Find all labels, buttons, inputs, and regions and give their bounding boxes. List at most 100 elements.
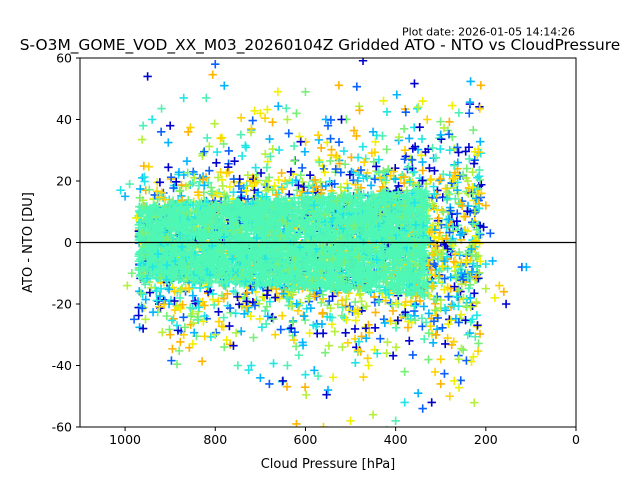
data-point (470, 398, 479, 407)
data-point (169, 183, 178, 193)
data-point (186, 311, 196, 321)
data-point (446, 272, 455, 282)
data-point (391, 174, 400, 184)
data-point (374, 297, 384, 306)
data-point (442, 194, 452, 203)
data-point (387, 300, 397, 309)
data-point (409, 167, 419, 177)
data-point (379, 96, 388, 106)
data-point (433, 313, 442, 323)
data-point (341, 328, 350, 338)
data-point (408, 350, 418, 360)
data-point (468, 167, 477, 177)
data-point (440, 274, 449, 283)
data-point (453, 209, 462, 218)
data-point (371, 137, 380, 147)
data-point (214, 317, 224, 326)
data-point (405, 336, 414, 345)
data-point (415, 122, 424, 132)
data-point (341, 295, 351, 304)
data-point (200, 332, 209, 341)
data-point (465, 109, 474, 118)
data-point (383, 338, 392, 347)
data-point (315, 157, 324, 167)
data-point (337, 311, 347, 320)
data-point (316, 298, 326, 307)
data-point (359, 173, 368, 183)
data-point (363, 168, 372, 178)
data-point (386, 171, 395, 180)
data-point (408, 144, 418, 153)
data-point (274, 145, 284, 155)
data-point (136, 184, 145, 194)
data-point (318, 290, 327, 300)
data-point (250, 106, 259, 115)
data-point (156, 284, 166, 294)
data-point (473, 321, 482, 330)
data-point (310, 175, 320, 185)
data-points-layer (116, 58, 531, 427)
plot-date: Plot date: 2026-01-05 14:14:26 (402, 26, 575, 39)
data-point (219, 139, 228, 149)
data-point (381, 176, 391, 185)
data-point (379, 315, 389, 324)
data-point (265, 297, 275, 306)
data-point (168, 344, 177, 354)
data-point (350, 324, 360, 334)
data-point (439, 123, 449, 133)
data-point (172, 359, 182, 369)
data-point (418, 176, 427, 185)
data-point (265, 134, 274, 144)
data-point (175, 186, 185, 195)
data-point (410, 79, 419, 88)
data-point (432, 325, 442, 334)
data-point (222, 191, 231, 201)
data-point (343, 183, 353, 193)
data-point (291, 342, 301, 351)
data-point (431, 299, 440, 308)
data-point (186, 123, 195, 132)
data-point (263, 312, 272, 321)
data-point (417, 314, 427, 323)
data-point (231, 328, 241, 338)
data-point (317, 143, 326, 153)
data-point (474, 147, 483, 157)
data-point (243, 170, 252, 180)
data-point (296, 170, 305, 180)
data-point (473, 173, 482, 182)
data-point (322, 390, 331, 399)
data-point (249, 333, 258, 342)
data-point (443, 333, 452, 343)
data-point (451, 271, 460, 280)
data-point (336, 183, 345, 192)
data-point (360, 158, 369, 167)
data-point (351, 358, 360, 368)
data-point (448, 174, 457, 184)
data-point (306, 303, 315, 313)
data-point (145, 185, 154, 194)
data-point (357, 332, 366, 341)
data-point (424, 144, 433, 154)
data-point (465, 154, 474, 164)
data-point (444, 130, 454, 139)
data-point (461, 316, 470, 325)
data-point (358, 142, 368, 151)
data-point (284, 129, 293, 138)
data-point (440, 303, 450, 313)
data-point (454, 248, 464, 257)
data-point (225, 182, 235, 192)
data-point (231, 288, 240, 297)
data-point (358, 58, 368, 65)
data-point (208, 70, 217, 79)
data-point (466, 77, 475, 86)
data-point (263, 105, 272, 114)
data-point (343, 338, 352, 348)
data-point (277, 168, 286, 178)
data-point (445, 117, 454, 127)
data-point (152, 296, 161, 305)
data-point (214, 297, 223, 306)
data-point (331, 164, 340, 174)
data-point (325, 296, 334, 306)
data-point (318, 329, 328, 338)
data-point (324, 341, 334, 350)
